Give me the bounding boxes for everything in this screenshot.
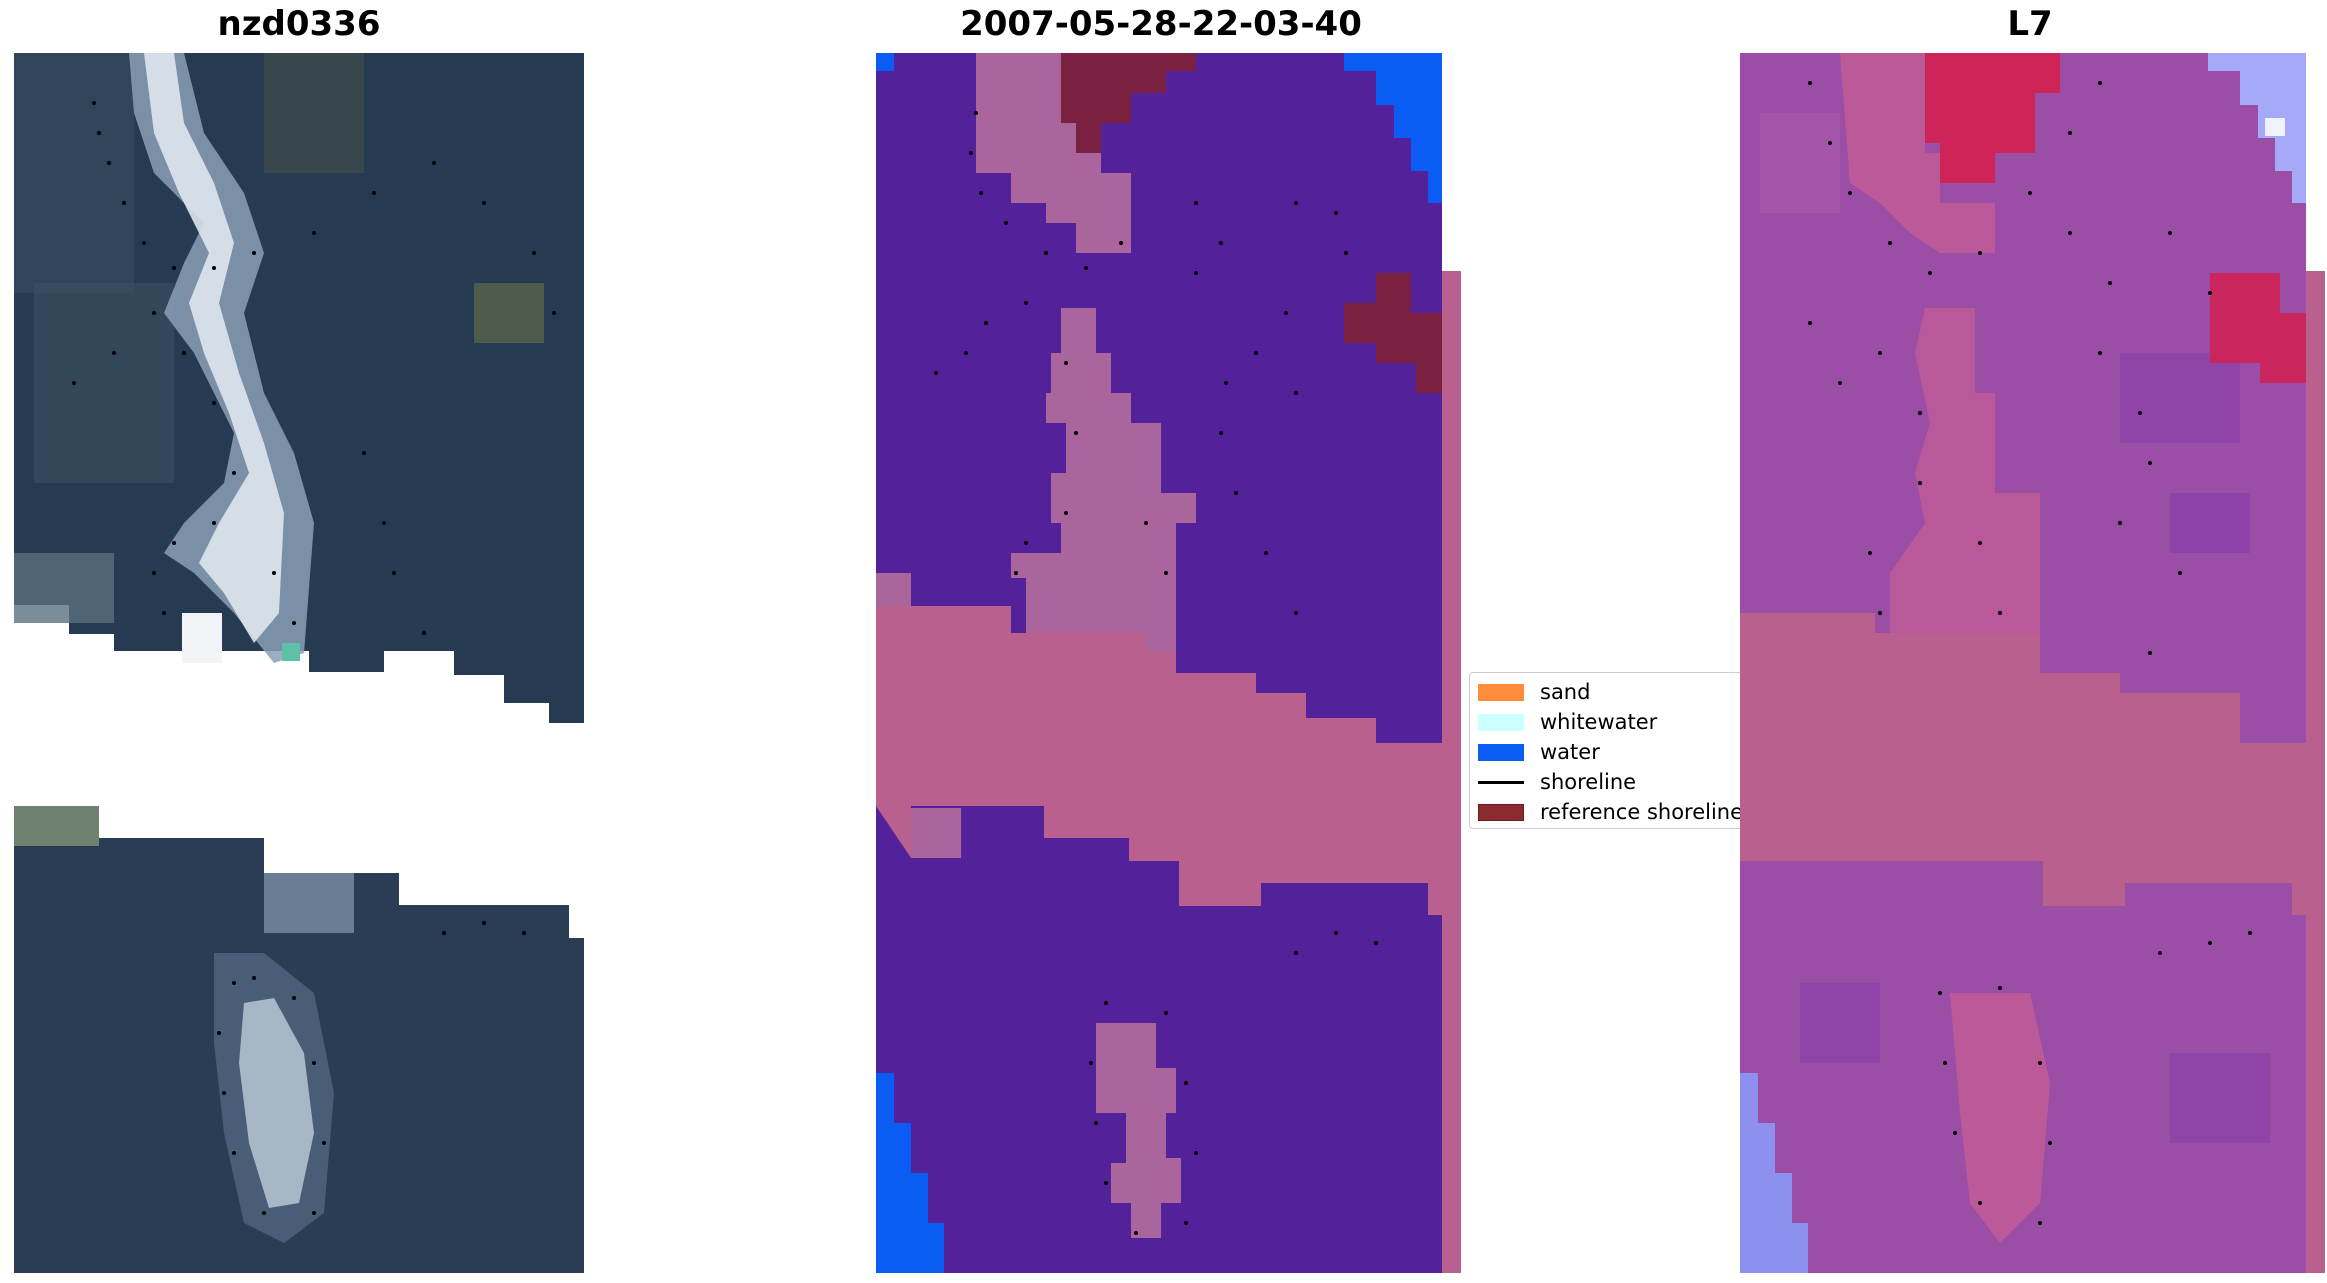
rgb-image-panel (14, 53, 584, 1273)
legend-item-reference-shoreline: reference shoreline (1478, 799, 1743, 825)
legend-swatch-reference-shoreline (1478, 803, 1524, 821)
classification-image (876, 53, 1461, 1273)
panel-title-rgb: nzd0336 (217, 4, 381, 44)
legend-item-sand: sand (1478, 679, 1590, 705)
legend-item-whitewater: whitewater (1478, 709, 1657, 735)
legend-label: whitewater (1540, 710, 1658, 734)
legend-line-shoreline (1478, 780, 1524, 784)
legend-item-shoreline: shoreline (1478, 769, 1636, 795)
legend-swatch-water (1478, 743, 1524, 761)
legend-label: reference shoreline (1540, 800, 1744, 824)
legend-label: water (1540, 740, 1600, 764)
legend-item-water: water (1478, 739, 1600, 765)
panel-title-index: L7 (2007, 4, 2053, 44)
legend-label: shoreline (1540, 770, 1637, 794)
legend-swatch-sand (1478, 683, 1524, 701)
index-image (1740, 53, 2325, 1273)
classification-panel (876, 53, 1461, 1273)
rgb-image (14, 53, 584, 1273)
panel-title-classification: 2007-05-28-22-03-40 (960, 4, 1362, 44)
legend-swatch-whitewater (1478, 713, 1524, 731)
legend-label: sand (1540, 680, 1591, 704)
index-panel (1740, 53, 2325, 1273)
